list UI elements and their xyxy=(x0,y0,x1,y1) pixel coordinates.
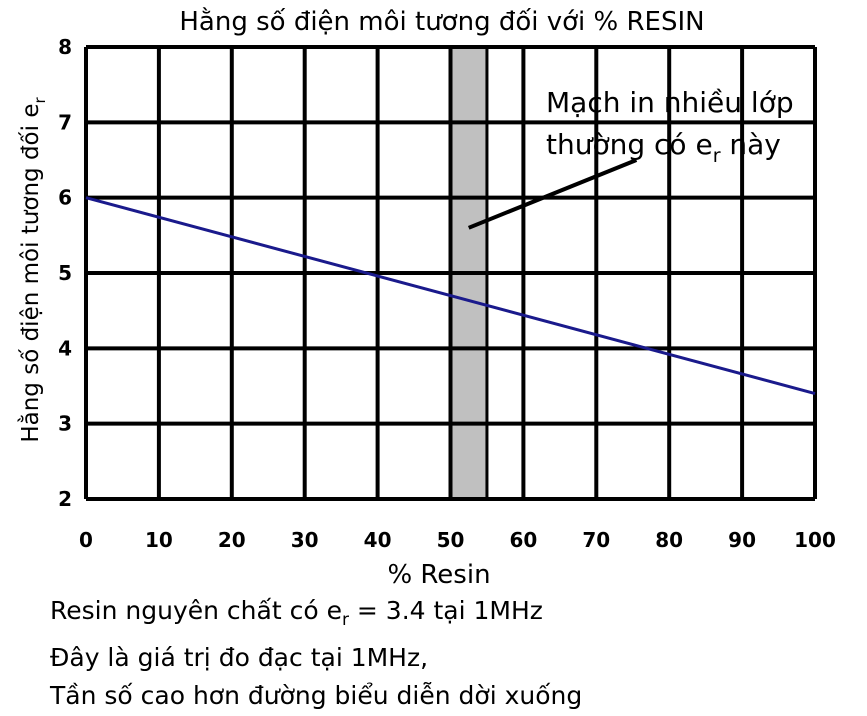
annotation-line-2-subscript: r xyxy=(713,145,721,167)
x-tick-labels: 0 10 20 30 40 50 60 70 80 90 100 xyxy=(79,528,836,552)
y-tick-label: 2 xyxy=(58,487,72,511)
x-tick-label: 100 xyxy=(794,528,836,552)
y-axis-label-main: Hằng số điện môi tương đối e xyxy=(17,104,44,443)
y-tick-label: 7 xyxy=(58,110,72,134)
x-tick-label: 80 xyxy=(655,528,683,552)
chart-title: Hằng số điện môi tương đối với % RESIN xyxy=(179,6,704,37)
annotation-line-2-pre: thường có e xyxy=(546,128,713,161)
y-tick-label: 5 xyxy=(58,261,72,285)
x-tick-label: 0 xyxy=(79,528,93,552)
grid-layer xyxy=(84,45,817,501)
caption-line-1-post: = 3.4 tại 1MHz xyxy=(348,596,543,625)
annotation-line-2: thường có er này xyxy=(546,128,781,167)
y-tick-label: 4 xyxy=(58,336,72,360)
caption-line-2: Đây là giá trị đo đạc tại 1MHz, xyxy=(50,643,429,672)
x-tick-label: 70 xyxy=(582,528,610,552)
caption: Resin nguyên chất có er = 3.4 tại 1MHz Đ… xyxy=(50,592,582,715)
y-axis-label: Hằng số điện môi tương đối er xyxy=(17,97,49,443)
caption-line-1-pre: Resin nguyên chất có e xyxy=(50,596,342,625)
x-axis-label: % Resin xyxy=(387,560,490,590)
x-tick-label: 50 xyxy=(437,528,465,552)
series-line xyxy=(85,196,816,395)
y-tick-label: 8 xyxy=(58,35,72,59)
caption-line-1: Resin nguyên chất có er = 3.4 tại 1MHz xyxy=(50,592,582,639)
caption-line-3: Tần số cao hơn đường biểu diễn dời xuống xyxy=(50,681,583,710)
x-tick-label: 10 xyxy=(145,528,173,552)
annotation-line-2-post: này xyxy=(721,128,781,161)
y-axis-label-subscript: r xyxy=(31,97,49,104)
annotation-arrow xyxy=(467,158,638,230)
y-tick-label: 6 xyxy=(58,186,72,210)
x-tick-label: 60 xyxy=(509,528,537,552)
series-layer xyxy=(85,196,816,395)
y-tick-labels: 2 3 4 5 6 7 8 xyxy=(58,35,72,511)
annotation-line-1: Mạch in nhiều lớp xyxy=(546,86,794,119)
x-tick-label: 20 xyxy=(218,528,246,552)
x-tick-label: 40 xyxy=(364,528,392,552)
x-tick-label: 30 xyxy=(291,528,319,552)
annotation: Mạch in nhiều lớp thường có er này xyxy=(467,86,794,230)
y-tick-label: 3 xyxy=(58,412,72,436)
x-tick-label: 90 xyxy=(728,528,756,552)
caption-line-1-subscript: r xyxy=(341,610,349,630)
